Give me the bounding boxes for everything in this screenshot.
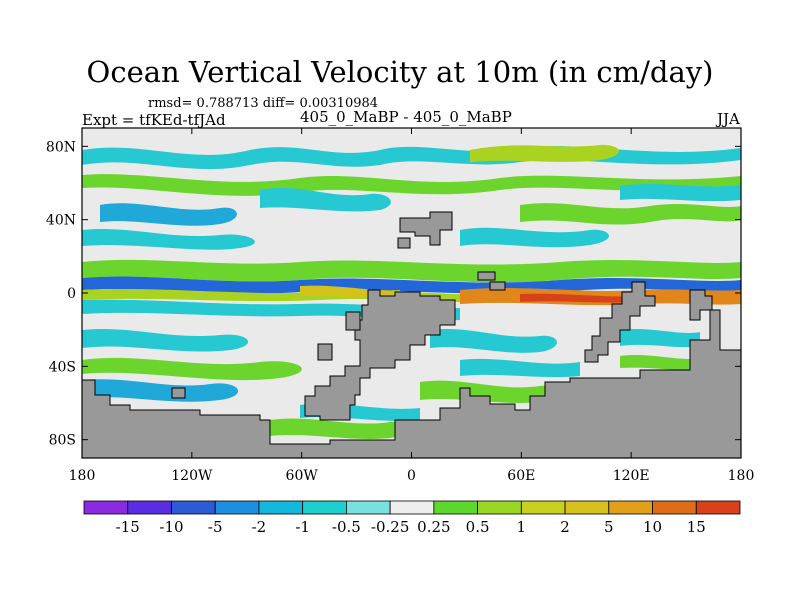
island-north-c (489, 281, 506, 291)
landmass-east (584, 281, 656, 363)
colorbar-box (608, 500, 653, 515)
colorbar-label: -1 (295, 518, 310, 536)
season-label: JJA (717, 110, 740, 128)
x-tick-label: 60E (507, 468, 535, 484)
y-tick-label: 0 (67, 286, 76, 302)
colorbar-label: 2 (560, 518, 570, 536)
colorbar-label: 0.25 (417, 518, 450, 536)
colorbar-box (83, 500, 129, 515)
landmass-north (399, 211, 453, 246)
equatorial-bands (82, 259, 741, 321)
stats-label: rmsd= 0.788713 diff= 0.00310984 (148, 96, 379, 111)
colorbar-box (389, 500, 435, 515)
x-tick-label: 180 (69, 468, 96, 484)
landmass-pacific (689, 289, 713, 321)
colorbar-box (433, 500, 479, 515)
experiment-label: Expt = tfKEd-tfJAd (82, 111, 226, 129)
colorbar-box (652, 500, 697, 515)
north-high-lat-bands (82, 144, 741, 250)
run-label: 405_0_MaBP - 405_0_MaBP (300, 108, 512, 126)
island-north-a (397, 237, 411, 249)
colorbar-box (345, 500, 391, 515)
colorbar-label: 1 (517, 518, 527, 536)
y-tick-label: 40S (49, 359, 76, 375)
y-tick-label: 40N (46, 213, 76, 229)
colorbar-label: 5 (604, 518, 614, 536)
map-field (82, 128, 741, 458)
colorbar-label: -5 (208, 518, 223, 536)
colorbar-box (171, 500, 216, 515)
plot-title: Ocean Vertical Velocity at 10m (in cm/da… (86, 55, 714, 89)
colorbar-boxes (83, 500, 741, 515)
land-masses (82, 211, 741, 458)
colorbar-box (564, 500, 610, 515)
colorbar-label: -10 (159, 518, 183, 536)
south-america (304, 289, 456, 421)
x-tick-label: 0 (407, 468, 416, 484)
colorbar-label: -2 (252, 518, 267, 536)
x-tick-label: 60W (286, 468, 319, 484)
colorbar-label: 15 (687, 518, 706, 536)
colorbar-label: -0.5 (332, 518, 361, 536)
colorbar-label: -15 (116, 518, 140, 536)
colorbar-label: 10 (643, 518, 662, 536)
colorbar-box (214, 500, 260, 515)
colorbar-box (695, 500, 741, 515)
island-southwest (171, 387, 186, 399)
island-west (345, 311, 361, 331)
colorbar-labels: -15 -10 -5 -2 -1 -0.5 -0.25 0.25 0.5 1 2 5 10 15 (116, 518, 706, 536)
colorbar-box (258, 500, 304, 515)
colorbar-label: -0.25 (371, 518, 409, 536)
colorbar-box (127, 500, 172, 515)
antarctica (82, 309, 741, 458)
x-tick-label: 120E (613, 468, 650, 484)
colorbar-box (477, 500, 522, 515)
x-tick-label: 180 (728, 468, 755, 484)
island-north-b (477, 271, 496, 281)
colorbar-label: 0.5 (466, 518, 490, 536)
axis-ticks: 80N 40N 0 40S 80S 180 120W 60W 0 60E 120E 180 (46, 128, 754, 484)
x-tick-label: 120W (171, 468, 213, 484)
y-tick-label: 80N (46, 139, 76, 155)
island-south (317, 343, 333, 361)
colorbar-box (520, 500, 566, 515)
y-tick-label: 80S (49, 433, 76, 449)
colorbar-box (302, 500, 347, 515)
